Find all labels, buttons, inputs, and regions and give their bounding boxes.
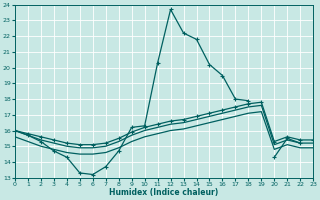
- X-axis label: Humidex (Indice chaleur): Humidex (Indice chaleur): [109, 188, 219, 197]
